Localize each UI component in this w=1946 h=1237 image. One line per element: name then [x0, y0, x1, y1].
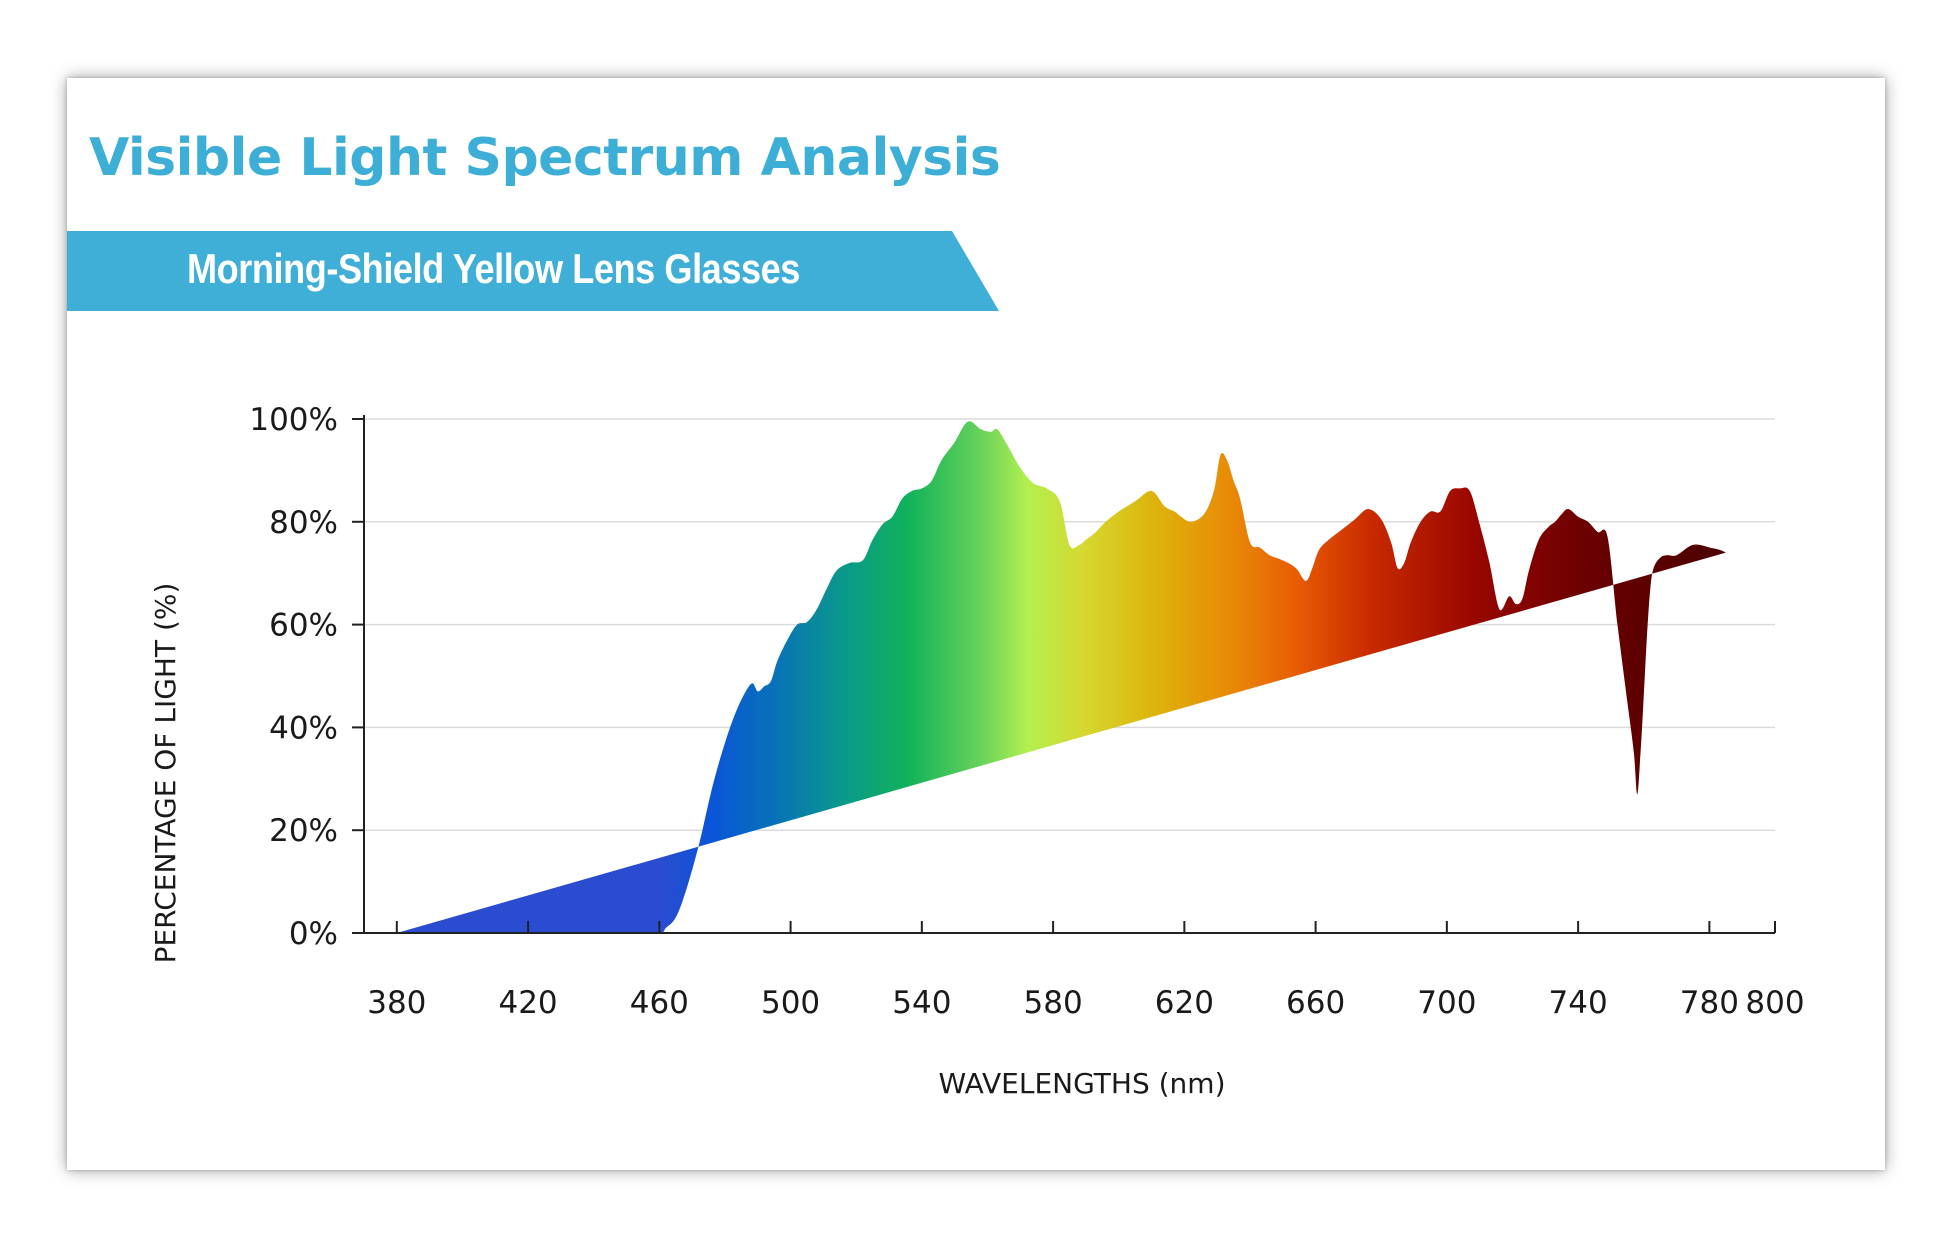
spectrum-area — [396, 421, 1726, 933]
x-tick-label-0: 380 — [367, 985, 426, 1021]
y-tick-label-5: 100% — [249, 402, 338, 438]
x-tick-label-2: 460 — [630, 985, 689, 1021]
chart-subtitle: Morning-Shield Yellow Lens Glasses — [187, 245, 800, 292]
x-tick-label-3: 500 — [761, 985, 820, 1021]
y-tick-label-0: 0% — [289, 916, 338, 952]
y-tick-label-3: 60% — [269, 608, 338, 644]
y-tick-label-1: 20% — [269, 813, 338, 849]
y-tick-label-2: 40% — [269, 710, 338, 746]
spectrum-chart: 0% 20% 40% 60% 80% 100% 380 420 460 500 540 580 620… — [149, 402, 1805, 1100]
gridlines — [364, 418, 1775, 831]
x-tick-label-4: 540 — [892, 985, 951, 1021]
subtitle-banner: Morning-Shield Yellow Lens Glasses — [67, 231, 999, 311]
chart-title: Visible Light Spectrum Analysis — [89, 128, 1001, 188]
chart-card: Visible Light Spectrum Analysis Morning-… — [67, 78, 1885, 1170]
x-tick-label-10: 780 — [1680, 985, 1739, 1021]
x-tick-label-11: 800 — [1745, 985, 1804, 1021]
y-axis-title: PERCENTAGE OF LIGHT (%) — [149, 583, 182, 964]
x-axis-ticks: 380 420 460 500 540 580 620 660 700 740 780 800 — [367, 921, 1805, 1021]
y-axis-ticks: 0% 20% 40% 60% 80% 100% — [249, 402, 364, 952]
x-tick-label-9: 740 — [1549, 985, 1608, 1021]
x-tick-label-6: 620 — [1155, 985, 1214, 1021]
x-tick-label-5: 580 — [1024, 985, 1083, 1021]
x-tick-label-7: 660 — [1286, 985, 1345, 1021]
axes — [363, 415, 1775, 934]
x-tick-label-8: 700 — [1417, 985, 1476, 1021]
x-axis-title: WAVELENGTHS (nm) — [939, 1067, 1226, 1100]
x-tick-label-1: 420 — [498, 985, 557, 1021]
y-tick-label-4: 80% — [269, 505, 338, 541]
